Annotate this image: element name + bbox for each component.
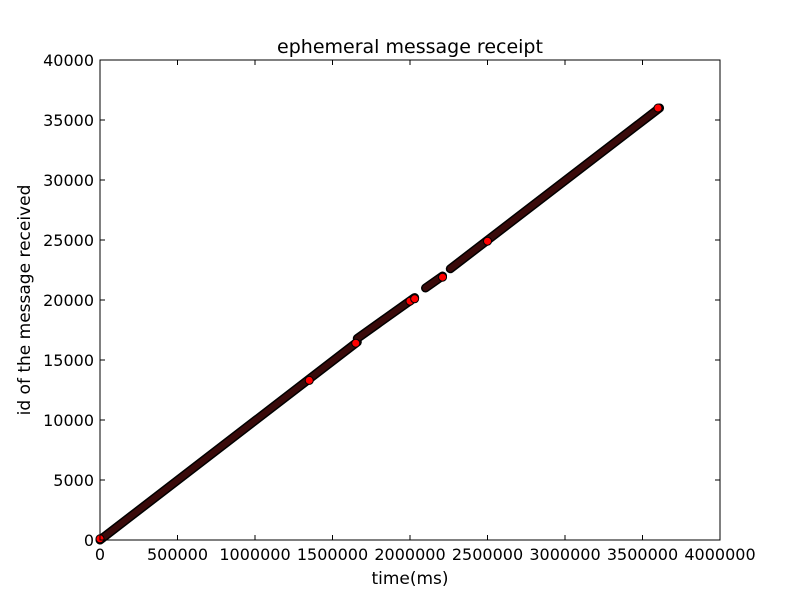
x-tick-label: 4000000 bbox=[684, 545, 755, 564]
x-tick-label: 1500000 bbox=[297, 545, 368, 564]
segments-layer bbox=[95, 103, 665, 545]
data-point bbox=[438, 272, 448, 282]
x-axis-ticks: 0 500000 1000000 1500000 2000000 2500000 30000… bbox=[95, 60, 756, 564]
y-axis-ticks: 0 5000 10000 15000 20000 25000 30000 35000 40000 bbox=[43, 51, 720, 550]
x-tick-label: 500000 bbox=[147, 545, 208, 564]
y-tick-label: 0 bbox=[84, 531, 94, 550]
y-tick-label: 40000 bbox=[43, 51, 94, 70]
y-tick-label: 10000 bbox=[43, 411, 94, 430]
y-tick-label: 20000 bbox=[43, 291, 94, 310]
data-point bbox=[351, 338, 361, 348]
chart-title: ephemeral message receipt bbox=[277, 36, 543, 58]
data-segment bbox=[447, 105, 663, 272]
data-point bbox=[483, 236, 492, 246]
y-tick-label: 30000 bbox=[43, 171, 94, 190]
data-segment bbox=[354, 294, 418, 342]
data-point bbox=[410, 294, 420, 304]
x-tick-label: 2500000 bbox=[452, 545, 523, 564]
y-tick-label: 25000 bbox=[43, 231, 94, 250]
x-tick-label: 0 bbox=[95, 545, 105, 564]
data-point bbox=[653, 103, 663, 113]
y-axis-label: id of the message received bbox=[15, 185, 35, 416]
y-tick-label: 35000 bbox=[43, 111, 94, 130]
x-tick-label: 3000000 bbox=[529, 545, 600, 564]
x-tick-label: 1000000 bbox=[219, 545, 290, 564]
x-axis-label: time(ms) bbox=[371, 569, 448, 589]
y-tick-label: 5000 bbox=[53, 471, 94, 490]
data-point bbox=[304, 375, 314, 385]
data-segment bbox=[97, 339, 361, 543]
x-tick-label: 3500000 bbox=[607, 545, 678, 564]
y-tick-label: 15000 bbox=[43, 351, 94, 370]
x-tick-label: 2000000 bbox=[374, 545, 445, 564]
